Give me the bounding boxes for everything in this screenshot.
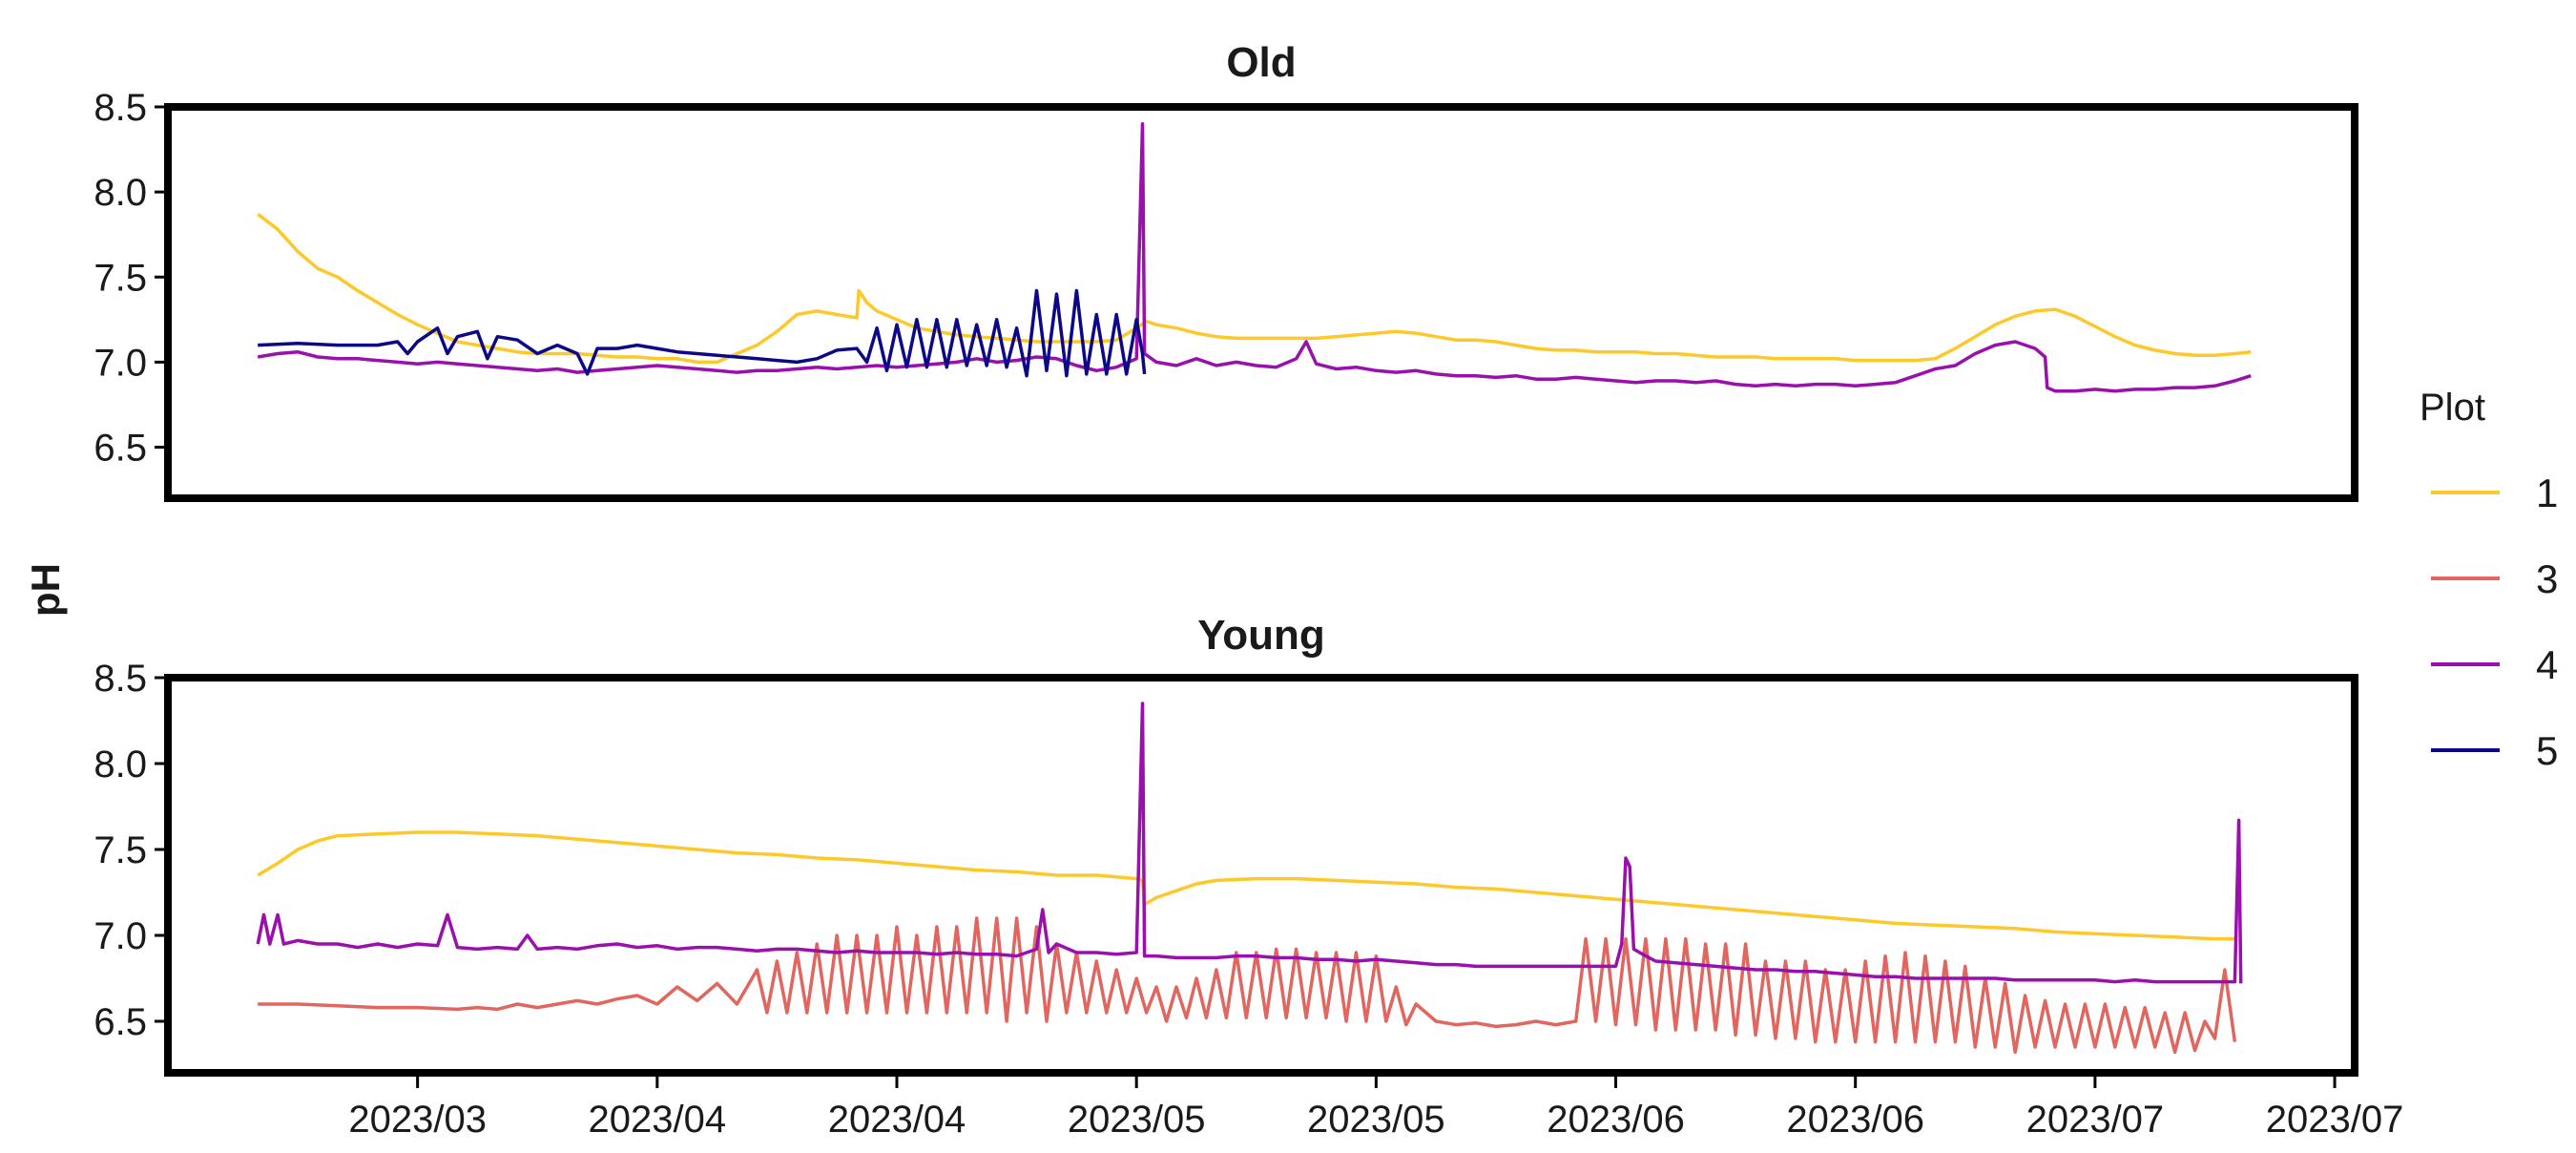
y-tick-label: 8.5 (93, 87, 147, 129)
legend-label-4: 4 (2536, 642, 2558, 687)
y-tick-label: 7.5 (93, 829, 147, 871)
y-tick-label: 6.5 (93, 428, 147, 470)
y-tick-label: 7.0 (93, 915, 147, 957)
panel-frame (164, 103, 2358, 502)
x-tick-label: 2023/06 (1547, 1099, 1685, 1141)
series-line-5 (258, 288, 1147, 378)
x-tick-label: 2023/04 (589, 1099, 727, 1141)
legend-label-3: 3 (2536, 556, 2558, 601)
y-tick-label: 8.5 (93, 658, 147, 700)
y-tick-label: 6.5 (93, 1001, 147, 1043)
legend-title: Plot (2420, 387, 2485, 429)
panel-young: Young 6.5 7.0 7.5 8.0 8.5 (93, 612, 2358, 1077)
series-line-4 (256, 702, 2243, 984)
panel-title: Young (1197, 612, 1325, 659)
x-tick-label: 2023/07 (2266, 1099, 2404, 1141)
y-tick-label: 8.0 (93, 172, 147, 214)
x-tick-label: 2023/07 (2026, 1099, 2165, 1141)
panel-title: Old (1226, 39, 1296, 86)
y-tick-label: 7.0 (93, 342, 147, 384)
panel-old: Old 6.5 7.0 7.5 8.0 8.5 (93, 39, 2358, 502)
x-tick-label: 2023/04 (828, 1099, 966, 1141)
x-tick-label: 2023/05 (1068, 1099, 1206, 1141)
series-line-4 (257, 122, 2252, 393)
legend-label-1: 1 (2536, 471, 2558, 515)
y-tick-label: 8.0 (93, 744, 147, 786)
legend-label-5: 5 (2536, 728, 2558, 773)
series-line-3 (258, 916, 2237, 1055)
y-axis-title: pH (23, 563, 68, 617)
x-tick-label: 2023/03 (348, 1099, 487, 1141)
panel-frame (164, 674, 2358, 1077)
y-tick-label: 7.5 (93, 257, 147, 299)
x-tick-label: 2023/05 (1307, 1099, 1445, 1141)
legend: Plot 1 3 4 5 (2420, 387, 2558, 773)
series-line-1 (257, 212, 2252, 365)
series-line-1 (257, 830, 2235, 941)
x-tick-label: 2023/06 (1786, 1099, 1924, 1141)
